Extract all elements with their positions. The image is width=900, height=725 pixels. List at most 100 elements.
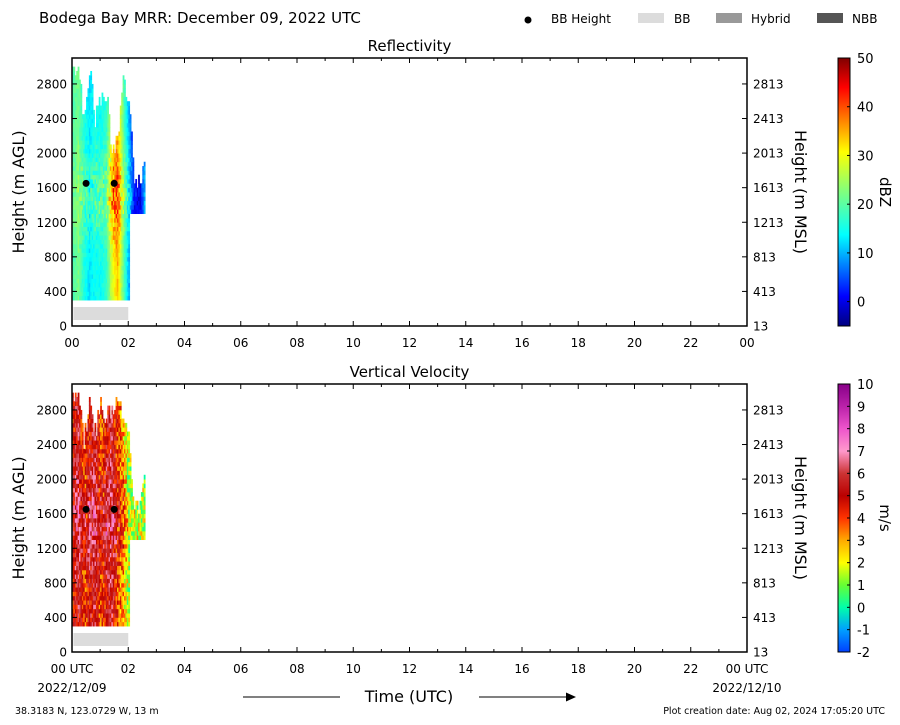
heatmap-cell bbox=[73, 256, 76, 262]
heatmap-cell bbox=[83, 148, 86, 154]
heatmap-cell bbox=[115, 600, 118, 605]
heatmap-cell bbox=[81, 295, 84, 301]
heatmap-cell bbox=[126, 278, 129, 284]
heatmap-cell bbox=[117, 204, 119, 210]
heatmap-cell bbox=[102, 539, 105, 545]
heatmap-cell bbox=[111, 418, 114, 424]
heatmap-cell bbox=[94, 453, 97, 458]
heatmap-cell bbox=[108, 209, 111, 215]
heatmap-cell bbox=[121, 261, 124, 266]
heatmap-cell bbox=[86, 539, 88, 545]
heatmap-cell bbox=[76, 200, 79, 206]
heatmap-cell bbox=[121, 222, 124, 227]
heatmap-cell bbox=[97, 522, 100, 528]
heatmap-cell bbox=[114, 278, 116, 284]
heatmap-cell bbox=[101, 287, 104, 292]
heatmap-cell bbox=[97, 543, 100, 549]
heatmap-cell bbox=[128, 192, 131, 197]
heatmap-cell bbox=[88, 204, 91, 210]
heatmap-cell bbox=[131, 153, 133, 158]
heatmap-cell bbox=[135, 530, 138, 536]
heatmap-cell bbox=[80, 613, 83, 618]
heatmap-cell bbox=[122, 170, 125, 176]
heatmap-cell bbox=[80, 204, 83, 210]
heatmap-cell bbox=[118, 591, 121, 597]
heatmap-cell bbox=[115, 196, 118, 202]
heatmap-cell bbox=[115, 274, 118, 279]
heatmap-cell bbox=[76, 105, 79, 111]
heatmap-cell bbox=[122, 157, 125, 163]
heatmap-cell bbox=[98, 552, 101, 558]
heatmap-cell bbox=[102, 453, 105, 458]
heatmap-cell bbox=[114, 565, 116, 571]
heatmap-cell bbox=[104, 179, 107, 184]
heatmap-cell bbox=[140, 183, 143, 189]
heatmap-cell bbox=[90, 505, 93, 510]
heatmap-cell bbox=[93, 148, 95, 154]
heatmap-cell bbox=[107, 535, 109, 541]
heatmap-cell bbox=[72, 256, 74, 262]
heatmap-cell bbox=[143, 509, 146, 515]
heatmap-cell bbox=[118, 230, 121, 236]
heatmap-cell bbox=[109, 269, 112, 275]
heatmap-cell bbox=[121, 530, 124, 536]
heatmap-cell bbox=[121, 466, 124, 471]
heatmap-cell bbox=[95, 243, 98, 249]
heatmap-cell bbox=[86, 287, 88, 292]
heatmap-cell bbox=[84, 530, 87, 536]
heatmap-cell bbox=[102, 261, 105, 266]
velocity-title: Vertical Velocity bbox=[350, 363, 470, 381]
heatmap-cell bbox=[100, 487, 102, 493]
heatmap-cell bbox=[129, 479, 132, 484]
heatmap-cell bbox=[83, 131, 86, 137]
heatmap-cell bbox=[77, 200, 80, 206]
heatmap-cell bbox=[108, 565, 111, 571]
heatmap-cell bbox=[73, 448, 76, 454]
heatmap-cell bbox=[102, 192, 105, 197]
heatmap-cell bbox=[109, 591, 112, 597]
heatmap-cell bbox=[94, 213, 97, 219]
heatmap-cell bbox=[98, 269, 101, 275]
x-tick-label: 02 bbox=[121, 336, 136, 350]
heatmap-cell bbox=[83, 561, 86, 566]
heatmap-cell bbox=[115, 587, 118, 592]
heatmap-cell bbox=[74, 192, 77, 197]
heatmap-cell bbox=[105, 604, 108, 610]
heatmap-cell bbox=[94, 131, 97, 137]
heatmap-cell bbox=[81, 565, 84, 571]
heatmap-cell bbox=[111, 243, 114, 249]
heatmap-cell bbox=[102, 595, 105, 601]
heatmap-cell bbox=[118, 239, 121, 245]
heatmap-cell bbox=[80, 505, 83, 510]
heatmap-cell bbox=[124, 427, 126, 432]
heatmap-cell bbox=[91, 539, 94, 545]
heatmap-cell bbox=[100, 269, 102, 275]
heatmap-cell bbox=[86, 483, 88, 489]
heatmap-cell bbox=[80, 192, 83, 197]
heatmap-cell bbox=[88, 287, 91, 292]
heatmap-cell bbox=[133, 513, 136, 519]
heatmap-cell bbox=[102, 522, 105, 528]
x-tick-label: 00 bbox=[739, 336, 754, 350]
heatmap-cell bbox=[109, 530, 112, 536]
heatmap-cell bbox=[131, 166, 133, 171]
heatmap-cell bbox=[72, 235, 74, 240]
heatmap-cell bbox=[115, 500, 118, 506]
heatmap-cell bbox=[72, 179, 74, 184]
heatmap-cell bbox=[129, 179, 132, 184]
heatmap-cell bbox=[117, 535, 119, 541]
heatmap-cell bbox=[101, 574, 104, 579]
heatmap-cell bbox=[87, 600, 90, 605]
heatmap-cell bbox=[109, 166, 112, 171]
heatmap-cell bbox=[124, 217, 126, 223]
heatmap-cell bbox=[115, 479, 118, 484]
heatmap-cell bbox=[84, 287, 87, 292]
heatmap-cell bbox=[128, 466, 131, 471]
heatmap-cell bbox=[79, 226, 81, 232]
heatmap-cell bbox=[122, 418, 125, 424]
heatmap-cell bbox=[86, 282, 88, 288]
heatmap-cell bbox=[129, 204, 132, 210]
heatmap-cell bbox=[95, 291, 98, 297]
heatmap-cell bbox=[83, 291, 86, 297]
